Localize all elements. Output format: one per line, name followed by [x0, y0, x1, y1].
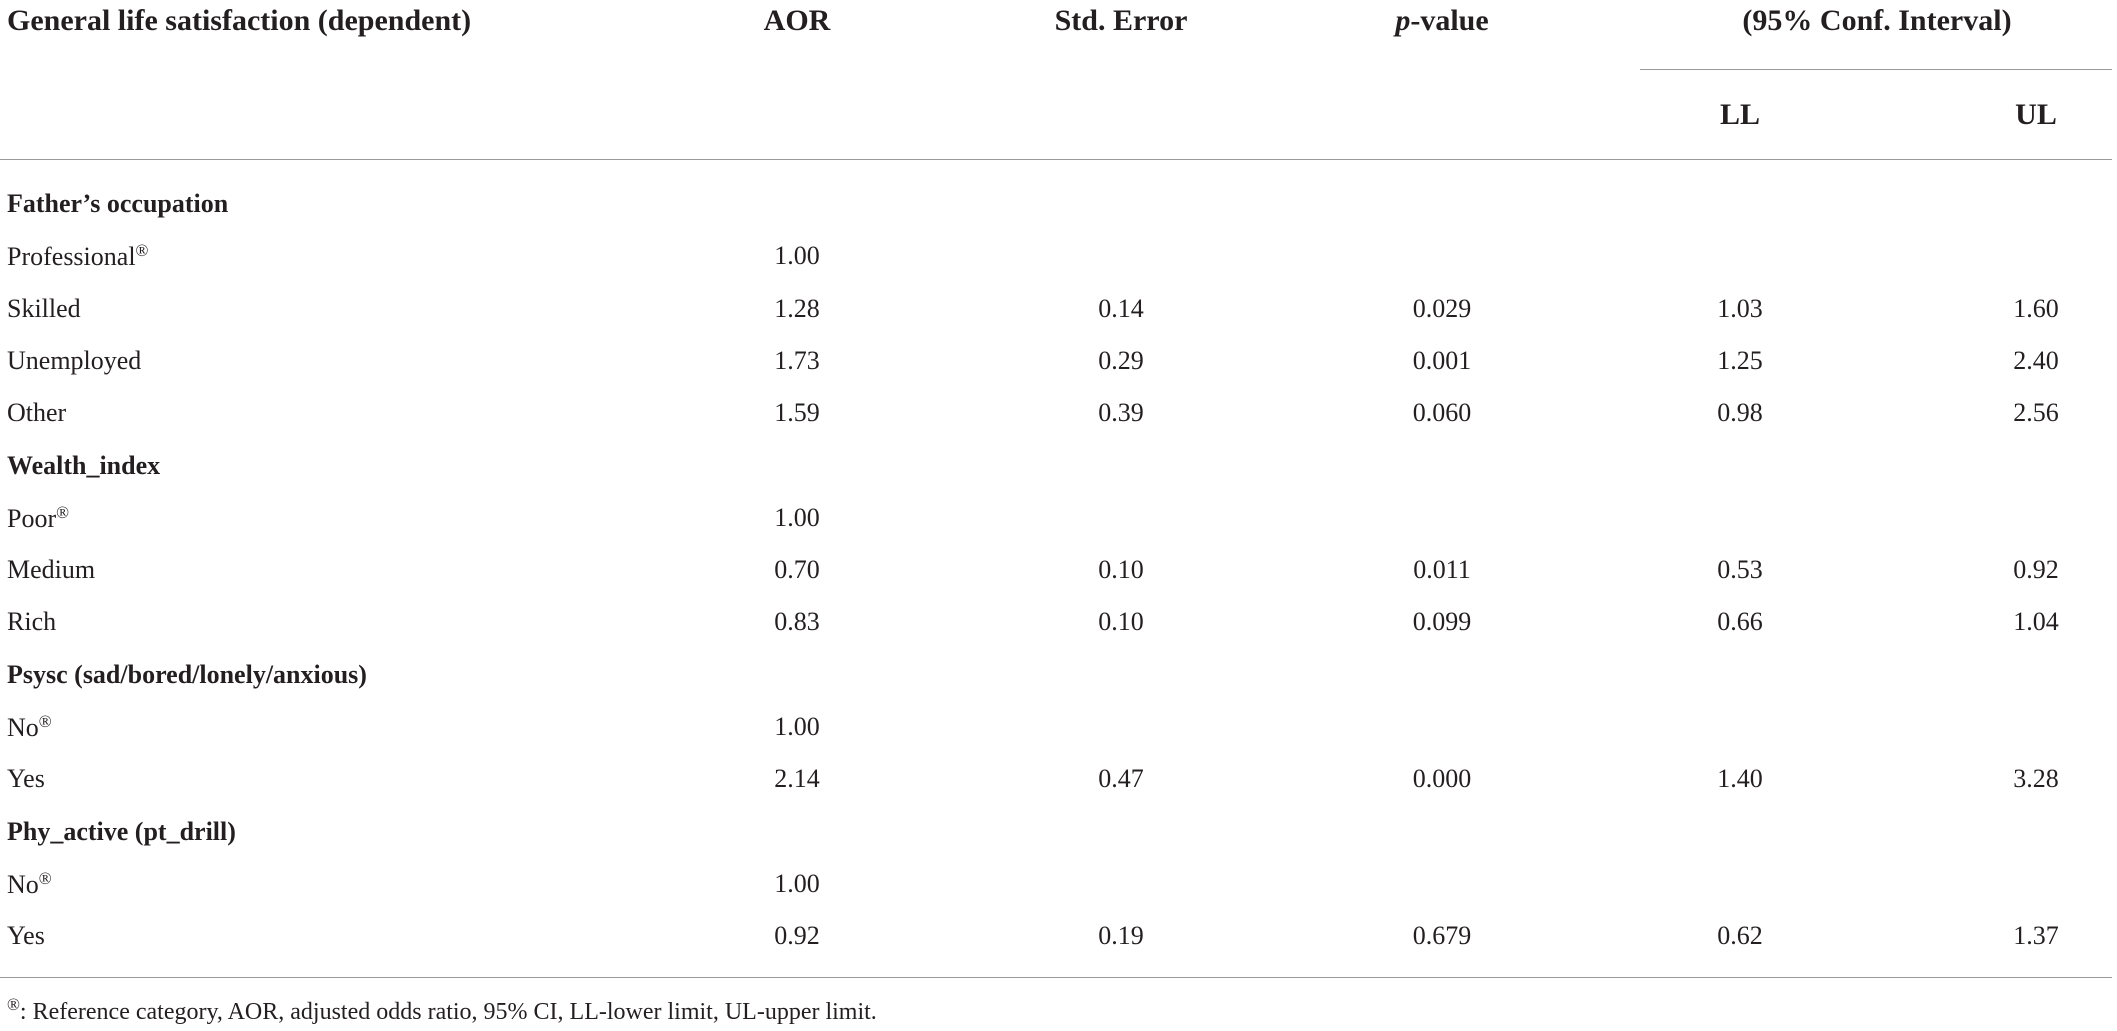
cell: 1.00 [774, 712, 820, 741]
row-label: Skilled [7, 293, 81, 323]
row-label: Yes [7, 923, 45, 949]
row-label: Other [7, 400, 66, 426]
cell: 0.92 [774, 921, 820, 951]
cell: 0.83 [774, 607, 820, 637]
cell: 0.19 [1098, 921, 1144, 951]
cell: 1.73 [774, 345, 820, 375]
row-label-text: Rich [7, 607, 57, 637]
cell: 0.14 [1098, 293, 1144, 323]
reference-mark: ® [135, 241, 149, 261]
cell: 1.03 [1717, 293, 1763, 323]
row-label: Poor® [7, 504, 69, 532]
cell: 0.099 [1412, 607, 1472, 637]
row-label: No® [7, 870, 52, 898]
section-title: Phy_active (pt_drill) [7, 816, 236, 846]
header-p: p-value [1395, 6, 1488, 36]
cell: 0.66 [1717, 607, 1763, 637]
footnote: ®: Reference category, AOR, adjusted odd… [7, 996, 877, 1024]
cell: 0.000 [1412, 764, 1472, 794]
cell: 1.60 [2013, 293, 2059, 323]
row-label-text: No [7, 713, 39, 742]
cell: 0.70 [774, 555, 820, 585]
row-label: No® [7, 713, 52, 741]
row-label-text: Unemployed [7, 345, 142, 375]
cell: 1.59 [774, 398, 820, 428]
cell: 3.28 [2013, 764, 2059, 794]
cell: 0.29 [1098, 345, 1144, 375]
header-rule [0, 159, 2112, 160]
row-label-text: Other [7, 398, 67, 428]
header-ci: (95% Conf. Interval) [1742, 4, 2012, 37]
cell: 0.060 [1412, 398, 1472, 428]
cell: 0.98 [1717, 398, 1763, 428]
cell: 0.62 [1717, 921, 1763, 951]
row-label: Medium [7, 557, 95, 583]
cell: 0.011 [1413, 555, 1471, 585]
row-label-text: Yes [7, 764, 45, 794]
cell: 1.28 [774, 293, 820, 323]
header-p-text: p-value [1395, 4, 1489, 37]
cell: 1.37 [2013, 921, 2059, 951]
row-label-text: Professional [7, 242, 136, 272]
interval-rule [1640, 69, 2112, 70]
footnote-marker: ® [7, 995, 20, 1014]
cell: 1.00 [774, 868, 820, 898]
cell: 0.001 [1412, 345, 1472, 375]
cell: 2.14 [774, 764, 820, 794]
cell: 0.92 [2013, 555, 2059, 585]
row-label-text: Yes [7, 921, 45, 951]
cell: 0.679 [1412, 921, 1472, 951]
section-title: Psysc (sad/bored/lonely/anxious) [7, 659, 367, 689]
cell: 0.39 [1098, 398, 1144, 428]
cell: 2.40 [2013, 345, 2059, 375]
bottom-rule [0, 977, 2112, 978]
row-label-text: Medium [7, 555, 96, 585]
header-aor: AOR [763, 4, 831, 37]
cell: 1.40 [1717, 764, 1763, 794]
cell: 0.53 [1717, 555, 1763, 585]
cell: 0.029 [1412, 293, 1472, 323]
row-label: Yes [7, 766, 45, 792]
row-label: Professional® [7, 242, 148, 270]
cell: 0.10 [1098, 607, 1144, 637]
reference-mark: ® [38, 712, 52, 731]
cell: 1.00 [774, 502, 820, 532]
header-ul: UL [2015, 98, 2057, 131]
cell: 0.10 [1098, 555, 1144, 585]
header-ll: LL [1719, 98, 1761, 131]
row-label-text: No [7, 869, 39, 899]
cell: 1.00 [774, 241, 820, 271]
footnote-text: : Reference category, AOR, adjusted odds… [19, 999, 877, 1025]
section-title: Father’s occupation [7, 189, 229, 218]
row-label-text: Poor [7, 503, 57, 533]
row-label: Unemployed [7, 345, 142, 375]
section-title: Wealth_index [7, 450, 161, 480]
row-label: Rich [7, 609, 56, 635]
cell: 2.56 [2013, 398, 2059, 428]
reference-mark: ® [56, 502, 70, 522]
header-se: Std. Error [1054, 4, 1188, 37]
reference-mark: ® [38, 868, 52, 888]
row-label-text: Skilled [7, 293, 81, 323]
cell: 1.04 [2013, 607, 2059, 637]
cell: 0.47 [1098, 764, 1144, 794]
header-label: General life satisfaction (dependent) [7, 4, 472, 37]
cell: 1.25 [1717, 345, 1763, 375]
